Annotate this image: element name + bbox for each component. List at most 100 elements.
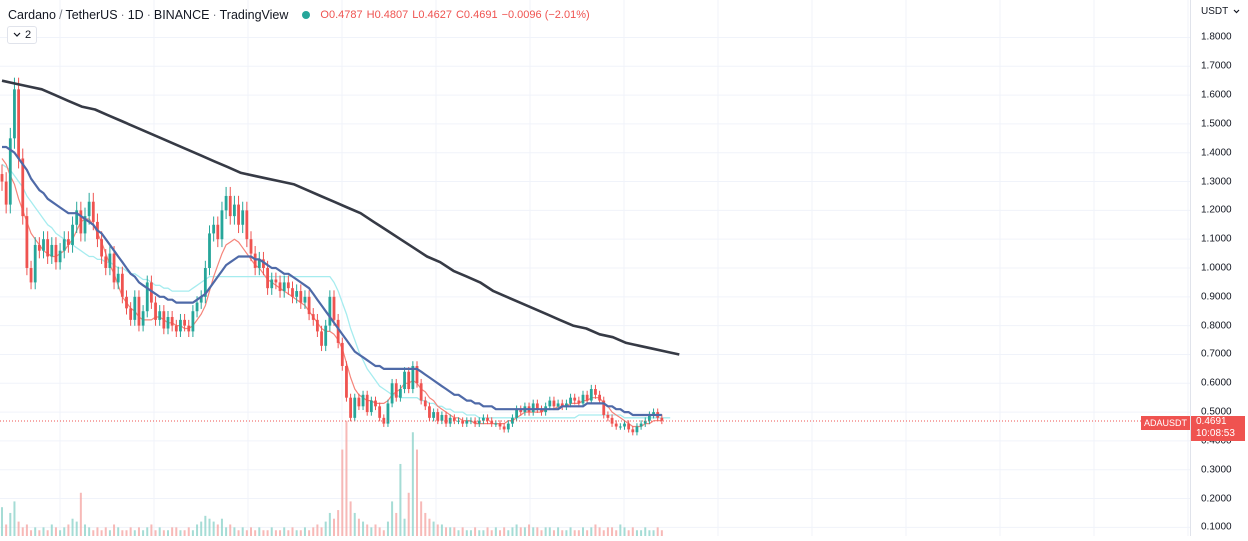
candle-body [423,400,427,407]
price-tick-label: 1.4000 [1201,147,1232,159]
candle-body [374,400,377,407]
price-tick-label: 1.2000 [1201,204,1232,216]
volume-bar [245,530,248,536]
volume-bar [117,527,120,536]
volume-bar [133,530,136,536]
volume-bar [17,521,20,536]
candle-body [249,239,253,254]
volume-bar [266,530,269,536]
volume-bar [75,521,78,536]
open-value: O0.4787 [320,9,363,21]
volume-bar [478,530,481,536]
separator: / [58,8,63,22]
volume-bar [158,527,161,536]
candle-body [0,174,4,182]
candle-body [473,420,477,424]
candle-body [340,342,344,366]
volume-bar [615,530,618,536]
volume-bar [465,530,468,536]
candle-body [112,253,116,283]
candle-body [623,423,626,427]
price-tick-label: 1.5000 [1201,118,1232,130]
volume-bar [532,527,535,536]
candle-body [270,279,274,289]
candle-body [399,389,402,398]
candle-body [465,420,469,424]
currency-selector[interactable]: USDT [1201,6,1240,17]
candle-body [502,426,506,430]
candle-body [216,224,220,240]
volume-bar [279,530,282,536]
candle-body [457,420,460,422]
candle-body [8,138,12,205]
candle-body [54,244,58,263]
volume-bar [640,530,643,536]
candle-body [137,296,141,326]
low-value: L0.4627 [412,9,452,21]
candle-body [436,412,440,421]
price-axis[interactable]: USDT 1.8000 1.7000 1.6000 1.5000 1.4000 1.300… [1190,0,1248,536]
candle-body [50,244,54,257]
volume-bar [220,518,223,536]
volume-bar [598,527,601,536]
candle-body [199,296,203,303]
volume-bar [5,524,8,536]
volume-bar [453,527,456,536]
volume-bar [457,530,460,536]
volume-bar [577,530,580,536]
volume-bar [660,530,663,536]
chevron-down-icon [1233,9,1240,14]
candle-body [569,397,572,404]
candle-body [486,417,489,421]
volume-bar [544,527,547,536]
candle-body [349,397,352,418]
candle-body [237,204,240,225]
candle-body [573,397,577,401]
volume-bar [370,527,373,536]
volume-bar [357,518,360,536]
volume-bar [374,524,377,536]
candle-body [187,325,191,332]
candle-body [390,383,394,404]
volume-bar [499,530,501,536]
candle-body [498,423,502,427]
volume-bar [552,530,555,536]
candle-body [286,282,290,289]
candle-body [324,325,328,346]
candle-body [345,365,348,398]
volume-bar [490,530,493,536]
volume-bar [337,510,340,536]
price-chart[interactable] [0,0,1190,536]
volume-bar [507,530,510,536]
price-tick-label: 1.0000 [1201,262,1232,274]
candle-body [278,282,282,292]
indicators-toggle-button[interactable]: 2 [7,26,38,44]
chart-area[interactable] [0,0,1190,536]
candle-body [29,268,33,283]
candle-body [4,181,8,205]
volume-bar [254,530,257,536]
volume-bar [420,501,423,536]
candle-body [606,414,610,418]
volume-bar [59,530,62,536]
candle-body [382,417,386,424]
last-price: 0.4691 [1196,416,1227,427]
candle-body [511,417,514,424]
ma-line [1,79,680,356]
candle-body [585,394,589,401]
candle-body [166,316,170,329]
volume-bar [503,527,506,536]
volume-bar [150,524,153,536]
symbol-name[interactable]: Cardano [8,8,56,22]
candle-body [203,268,207,297]
candle-body [365,394,369,413]
candle-body [639,423,643,427]
volume-bar [237,530,240,536]
volume-bar [548,527,551,536]
candle-body [195,302,199,312]
volume-bar [50,524,53,536]
candle-body [125,296,128,309]
last-price-tag: 0.4691 10:08:53 [1191,416,1245,441]
volume-bar [9,512,12,536]
candle-body [83,216,87,234]
